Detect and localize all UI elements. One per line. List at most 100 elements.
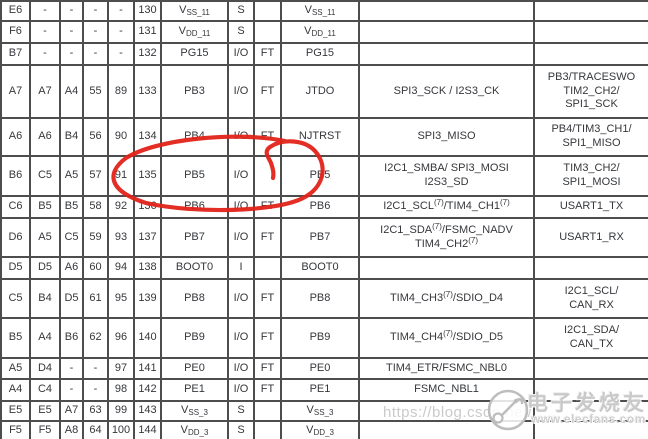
package-pin-cell: A5 bbox=[29, 217, 61, 258]
ft-cell: FT bbox=[253, 42, 282, 66]
pin-name-cell: PE1 bbox=[160, 378, 229, 402]
package-pin-cell: 141 bbox=[133, 357, 162, 380]
package-pin-cell: 57 bbox=[82, 155, 109, 197]
package-pin-cell: 56 bbox=[82, 117, 109, 157]
ft-cell: FT bbox=[253, 378, 282, 402]
alt-function-cell bbox=[358, 400, 535, 422]
ft-cell bbox=[253, 0, 282, 22]
ft-cell bbox=[253, 256, 282, 280]
pin-name-cell: VSS_11 bbox=[160, 0, 229, 22]
main-function-cell: PB7 bbox=[280, 217, 360, 258]
package-pin-cell: - bbox=[59, 20, 84, 44]
package-pin-cell: 133 bbox=[133, 64, 162, 119]
package-pin-cell: A4 bbox=[29, 317, 61, 359]
remap-function-cell: USART1_TX bbox=[533, 195, 648, 219]
main-function-cell: JTDO bbox=[280, 64, 360, 119]
package-pin-cell: A6 bbox=[29, 117, 61, 157]
remap-function-cell bbox=[533, 357, 648, 380]
remap-function-cell bbox=[533, 400, 648, 422]
pin-name-cell: VSS_3 bbox=[160, 400, 229, 422]
package-pin-cell: 93 bbox=[107, 217, 135, 258]
package-pin-cell: A6 bbox=[59, 256, 84, 280]
table-row: A6 A6 B4 56 90 134 PB4 I/O FT NJTRST SPI3_MISO PB4/… bbox=[0, 117, 648, 157]
alt-function-cell: SPI3_MISO bbox=[358, 117, 535, 157]
package-pin-cell: 63 bbox=[82, 400, 109, 422]
package-pin-cell: D5 bbox=[29, 256, 61, 280]
package-pin-cell: 132 bbox=[133, 42, 162, 66]
package-pin-cell: 55 bbox=[82, 64, 109, 119]
package-pin-cell: 95 bbox=[107, 278, 135, 319]
package-pin-cell: E6 bbox=[0, 0, 31, 22]
pin-name-cell: PB7 bbox=[160, 217, 229, 258]
table-row: C6 B5 B5 58 92 136 PB6 I/O FT PB6 I2C1_SCL(7)/TIM4… bbox=[0, 195, 648, 219]
alt-function-cell: TIM4_CH3(7)/SDIO_D4 bbox=[358, 278, 535, 319]
table-row: C5 B4 D5 61 95 139 PB8 I/O FT PB8 TIM4_CH3(7)/SDIO… bbox=[0, 278, 648, 319]
package-pin-cell: B6 bbox=[59, 317, 84, 359]
alt-function-cell: SPI3_SCK / I2S3_CK bbox=[358, 64, 535, 119]
package-pin-cell: - bbox=[59, 378, 84, 402]
package-pin-cell: A4 bbox=[59, 64, 84, 119]
package-pin-cell: - bbox=[107, 20, 135, 44]
pin-type-cell: I/O bbox=[227, 195, 255, 219]
package-pin-cell: B7 bbox=[0, 42, 31, 66]
remap-function-cell: I2C1_SDA/CAN_TX bbox=[533, 317, 648, 359]
alt-function-cell: I2C1_SDA(7)/FSMC_NADV TIM4_CH2(7) bbox=[358, 217, 535, 258]
alt-function-cell bbox=[358, 20, 535, 44]
ft-cell: FT bbox=[253, 317, 282, 359]
package-pin-cell: 140 bbox=[133, 317, 162, 359]
package-pin-cell: A7 bbox=[0, 64, 31, 119]
package-pin-cell: C5 bbox=[29, 155, 61, 197]
pin-type-cell: I/O bbox=[227, 317, 255, 359]
main-function-cell: VSS_3 bbox=[280, 400, 360, 422]
main-function-cell: PB9 bbox=[280, 317, 360, 359]
package-pin-cell: - bbox=[82, 42, 109, 66]
package-pin-cell: C4 bbox=[29, 378, 61, 402]
main-function-cell: VSS_11 bbox=[280, 0, 360, 22]
table-row: B5 A4 B6 62 96 140 PB9 I/O FT PB9 TIM4_CH4(7)/SDIO… bbox=[0, 317, 648, 359]
package-pin-cell: B5 bbox=[29, 195, 61, 219]
table-row: F5 F5 A8 64 100 144 VDD_3 S VDD_3 bbox=[0, 420, 648, 439]
package-pin-cell: 99 bbox=[107, 400, 135, 422]
main-function-cell: PB6 bbox=[280, 195, 360, 219]
package-pin-cell: 89 bbox=[107, 64, 135, 119]
alt-function-cell bbox=[358, 42, 535, 66]
package-pin-cell: 130 bbox=[133, 0, 162, 22]
remap-function-cell: USART1_RX bbox=[533, 217, 648, 258]
pin-name-cell: PB4 bbox=[160, 117, 229, 157]
pin-type-cell: S bbox=[227, 20, 255, 44]
package-pin-cell: E5 bbox=[0, 400, 31, 422]
package-pin-cell: 135 bbox=[133, 155, 162, 197]
package-pin-cell: - bbox=[59, 42, 84, 66]
package-pin-cell: 134 bbox=[133, 117, 162, 157]
package-pin-cell: - bbox=[82, 357, 109, 380]
main-function-cell: VDD_3 bbox=[280, 420, 360, 439]
package-pin-cell: - bbox=[29, 0, 61, 22]
remap-function-cell bbox=[533, 378, 648, 402]
package-pin-cell: F5 bbox=[29, 420, 61, 439]
package-pin-cell: 58 bbox=[82, 195, 109, 219]
ft-cell: FT bbox=[253, 357, 282, 380]
remap-function-cell bbox=[533, 0, 648, 22]
package-pin-cell: 92 bbox=[107, 195, 135, 219]
alt-function-cell: I2C1_SCL(7)/TIM4_CH1(7) bbox=[358, 195, 535, 219]
pin-type-cell: S bbox=[227, 400, 255, 422]
package-pin-cell: 137 bbox=[133, 217, 162, 258]
pin-name-cell: VDD_11 bbox=[160, 20, 229, 44]
package-pin-cell: 91 bbox=[107, 155, 135, 197]
table-row: E5 E5 A7 63 99 143 VSS_3 S VSS_3 bbox=[0, 400, 648, 422]
main-function-cell: PG15 bbox=[280, 42, 360, 66]
main-function-cell: PE1 bbox=[280, 378, 360, 402]
package-pin-cell: 94 bbox=[107, 256, 135, 280]
pin-type-cell: I/O bbox=[227, 64, 255, 119]
package-pin-cell: - bbox=[107, 42, 135, 66]
package-pin-cell: D5 bbox=[59, 278, 84, 319]
package-pin-cell: 142 bbox=[133, 378, 162, 402]
main-function-cell: NJTRST bbox=[280, 117, 360, 157]
package-pin-cell: A6 bbox=[0, 117, 31, 157]
package-pin-cell: D6 bbox=[0, 217, 31, 258]
package-pin-cell: 97 bbox=[107, 357, 135, 380]
ft-cell bbox=[253, 20, 282, 44]
